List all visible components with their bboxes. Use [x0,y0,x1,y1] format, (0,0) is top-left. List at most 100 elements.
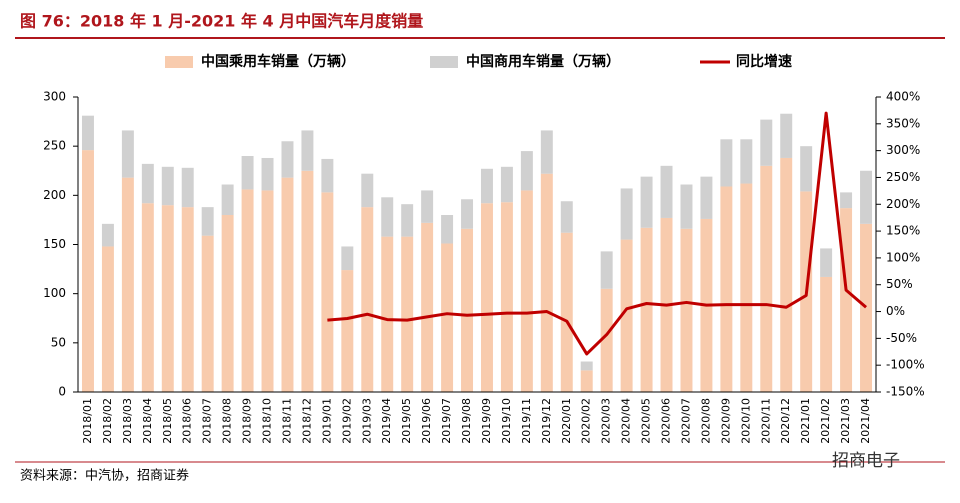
bar [401,204,414,237]
bar [341,246,354,271]
legend-label: 中国乘用车销量（万辆） [201,53,355,70]
x-tick-label: 2018/12 [300,398,313,444]
bar [181,207,194,392]
bar [81,115,94,151]
bar [740,183,753,392]
bar [780,157,793,392]
bar [820,248,833,277]
x-tick-label: 2020/06 [660,398,673,444]
bar [241,189,254,392]
x-tick-label: 2018/05 [161,398,174,444]
x-tick-label: 2019/11 [520,398,533,444]
x-tick-label: 2020/09 [719,398,732,444]
bar [201,207,214,236]
bar [580,370,593,392]
y2-tick-label: 400% [886,90,920,104]
y2-tick-label: -50% [886,331,917,345]
y2-tick-label: 350% [886,116,920,130]
x-tick-label: 2020/05 [640,398,653,444]
bar [381,197,394,237]
y2-tick-label: 300% [886,143,920,157]
legend-swatch [430,56,458,68]
bar [421,222,434,392]
x-tick-label: 2019/12 [540,398,553,444]
x-tick-label: 2021/04 [859,398,872,444]
bar [480,168,493,204]
bar [441,243,454,392]
x-tick-label: 2018/06 [181,398,194,444]
bar [361,207,374,392]
bar [600,288,613,392]
bar [361,173,374,208]
y-tick-label: 200 [43,188,66,202]
bar [480,203,493,392]
bar [261,190,274,392]
x-tick-label: 2019/02 [340,398,353,444]
bar [580,361,593,371]
bar [720,139,733,187]
bar [520,190,533,392]
x-tick-label: 2018/03 [121,398,134,444]
bar [680,184,693,229]
bar [161,166,174,206]
bar [760,119,773,166]
bar [680,228,693,392]
y2-tick-label: 150% [886,224,920,238]
bar [281,141,294,178]
y-tick-label: 300 [43,90,66,104]
bar [820,276,833,392]
x-tick-label: 2019/03 [360,398,373,444]
bar [181,167,194,208]
x-tick-label: 2019/09 [480,398,493,444]
legend-label: 中国商用车销量（万辆） [466,53,620,70]
bar [201,235,214,392]
x-tick-label: 2018/02 [101,398,114,444]
bar [421,190,434,223]
bar [241,156,254,190]
x-tick-label: 2020/01 [560,398,573,444]
x-tick-label: 2020/08 [699,398,712,444]
x-tick-label: 2021/02 [819,398,832,444]
bar [221,184,234,215]
x-tick-label: 2019/10 [500,398,513,444]
bar [500,166,513,203]
bar [540,173,553,392]
y2-tick-label: -150% [886,385,925,399]
bar [840,192,853,209]
x-tick-label: 2019/04 [380,398,393,444]
bar [381,236,394,392]
legend-swatch [165,56,193,68]
bar [660,165,673,218]
bar [560,232,573,392]
bar [700,176,713,219]
bar [640,227,653,392]
source: 资料来源：中汽协，招商证券 [20,468,189,484]
bar [281,177,294,392]
x-tick-label: 2018/09 [241,398,254,444]
x-tick-label: 2018/04 [141,398,154,444]
x-tick-label: 2018/10 [261,398,274,444]
bar [301,170,314,392]
x-tick-label: 2018/07 [201,398,214,444]
x-tick-label: 2019/01 [320,398,333,444]
bar [560,201,573,233]
bar [860,170,873,224]
x-tick-label: 2020/10 [739,398,752,444]
x-tick-label: 2020/12 [779,398,792,444]
bar [760,165,773,392]
x-tick-label: 2019/07 [440,398,453,444]
y-tick-label: 250 [43,139,66,153]
y-tick-label: 50 [51,335,66,349]
bar [81,150,94,392]
bar [121,177,134,392]
x-tick-label: 2018/11 [280,398,293,444]
y2-tick-label: 0% [886,304,905,318]
bar [540,130,553,174]
bar [840,208,853,392]
bar [141,163,154,204]
x-tick-label: 2020/11 [759,398,772,444]
bar [860,223,873,392]
y2-tick-label: 50% [886,277,913,291]
bar [401,236,414,392]
bar [121,130,134,178]
